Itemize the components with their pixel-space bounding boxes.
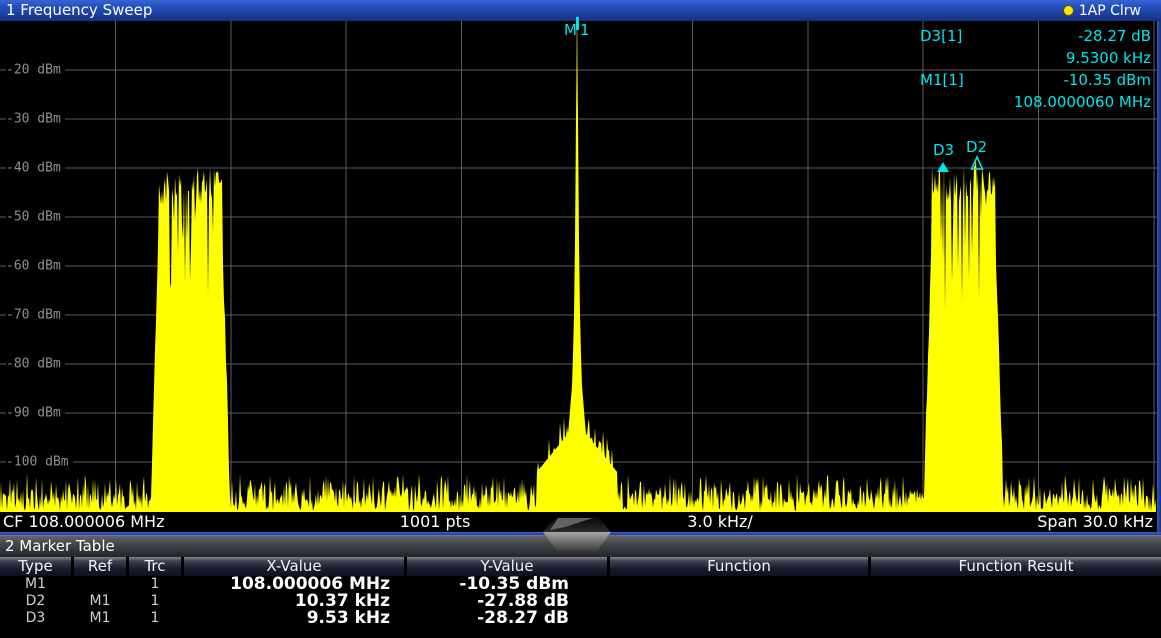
- cell-trc: 1: [150, 593, 160, 609]
- cell-function-result: [871, 593, 1161, 610]
- window-splitter-handle[interactable]: [543, 516, 611, 552]
- marker-readout-panel: D3[1] -28.27 dB 9.5300 kHz M1[1] -10.35 …: [920, 25, 1151, 113]
- cell-function-result: [871, 576, 1161, 593]
- frequency-sweep-titlebar[interactable]: 1 Frequency Sweep 1AP Clrw: [0, 0, 1161, 21]
- cell-type: M1: [25, 576, 46, 592]
- splitter-grip-icon: [543, 516, 611, 551]
- readout-row: D3[1] -28.27 dB: [920, 25, 1151, 47]
- column-header-function: Function: [610, 557, 868, 576]
- readout-marker-name: M1[1]: [920, 71, 964, 89]
- cell-ref: [74, 576, 126, 593]
- cell-ref: M1: [89, 593, 111, 609]
- marker-table: Type Ref Trc X-Value Y-Value Function Fu…: [0, 557, 1161, 638]
- cell-x-value: 9.53 kHz: [306, 608, 390, 628]
- cell-trc: 1: [150, 576, 160, 592]
- cell-y-value: -27.88 dB: [477, 591, 569, 611]
- table-row-m1: M1 1 108.000006 MHz -10.35 dBm: [0, 576, 1161, 593]
- trace-mode-indicator[interactable]: 1AP Clrw: [1062, 2, 1161, 19]
- cell-y-value: -10.35 dBm: [459, 574, 569, 594]
- marker-m1-icon[interactable]: [576, 17, 579, 30]
- cell-x-value: 108.000006 MHz: [230, 574, 390, 594]
- cell-x-value: 10.37 kHz: [294, 591, 390, 611]
- marker-d3-label[interactable]: D3: [933, 141, 955, 159]
- marker-table-header-row: Type Ref Trc X-Value Y-Value Function Fu…: [0, 557, 1161, 576]
- y-axis-tick: -50 dBm: [6, 209, 65, 225]
- column-header-function-result: Function Result: [871, 557, 1161, 576]
- center-frequency-readout: CF 108.000006 MHz: [3, 512, 165, 531]
- y-axis-tick: -60 dBm: [6, 258, 65, 274]
- cell-type: D3: [25, 610, 46, 626]
- y-axis-tick: -100 dBm: [6, 454, 73, 470]
- trace-color-dot-icon: [1062, 5, 1074, 16]
- sweep-points-readout: 1001 pts: [399, 512, 471, 531]
- trace-mode-label: 1AP Clrw: [1078, 2, 1141, 19]
- column-header-ref: Ref: [74, 557, 126, 576]
- marker-m1-label[interactable]: M1: [564, 21, 593, 39]
- window-title: 1 Frequency Sweep: [6, 1, 153, 19]
- readout-row: 108.0000060 MHz: [920, 91, 1151, 113]
- readout-row: M1[1] -10.35 dBm: [920, 69, 1151, 91]
- column-header-x-value: X-Value: [184, 557, 404, 576]
- cell-function: [610, 576, 868, 593]
- y-axis-tick: -90 dBm: [6, 405, 65, 421]
- cell-y-value: -28.27 dB: [477, 608, 569, 628]
- readout-marker-name: D3[1]: [920, 27, 963, 45]
- cell-function: [610, 610, 868, 627]
- spectrum-plot[interactable]: -20 dBm -30 dBm -40 dBm -50 dBm -60 dBm …: [0, 17, 1161, 512]
- cell-function: [610, 593, 868, 610]
- cell-ref: M1: [89, 610, 111, 626]
- y-axis-tick: -80 dBm: [6, 356, 65, 372]
- span-readout: Span 30.0 kHz: [1037, 512, 1153, 531]
- y-axis-tick: -70 dBm: [6, 307, 65, 323]
- scale-per-division: 3.0 kHz/: [687, 512, 753, 531]
- y-axis-tick: -30 dBm: [6, 111, 65, 127]
- readout-marker-value: 9.5300 kHz: [1065, 49, 1151, 67]
- readout-marker-value: -28.27 dB: [1078, 27, 1151, 45]
- readout-marker-value: 108.0000060 MHz: [1013, 93, 1151, 111]
- marker-d2-label[interactable]: D2: [966, 138, 988, 156]
- cell-type: D2: [25, 593, 46, 609]
- cell-function-result: [871, 610, 1161, 627]
- y-axis-tick: -40 dBm: [6, 160, 65, 176]
- table-row-d3: D3 M1 1 9.53 kHz -28.27 dB: [0, 610, 1161, 627]
- readout-row: 9.5300 kHz: [920, 47, 1151, 69]
- marker-table-title: 2 Marker Table: [5, 537, 115, 555]
- column-header-y-value: Y-Value: [407, 557, 607, 576]
- table-row-d2: D2 M1 1 10.37 kHz -27.88 dB: [0, 593, 1161, 610]
- cell-trc: 1: [150, 610, 160, 626]
- column-header-trc: Trc: [129, 557, 181, 576]
- column-header-type: Type: [0, 557, 71, 576]
- spectrum-trace-canvas: [0, 21, 1157, 512]
- readout-marker-value: -10.35 dBm: [1063, 71, 1151, 89]
- window-border-right: [1157, 21, 1161, 535]
- y-axis-tick: -20 dBm: [6, 62, 65, 78]
